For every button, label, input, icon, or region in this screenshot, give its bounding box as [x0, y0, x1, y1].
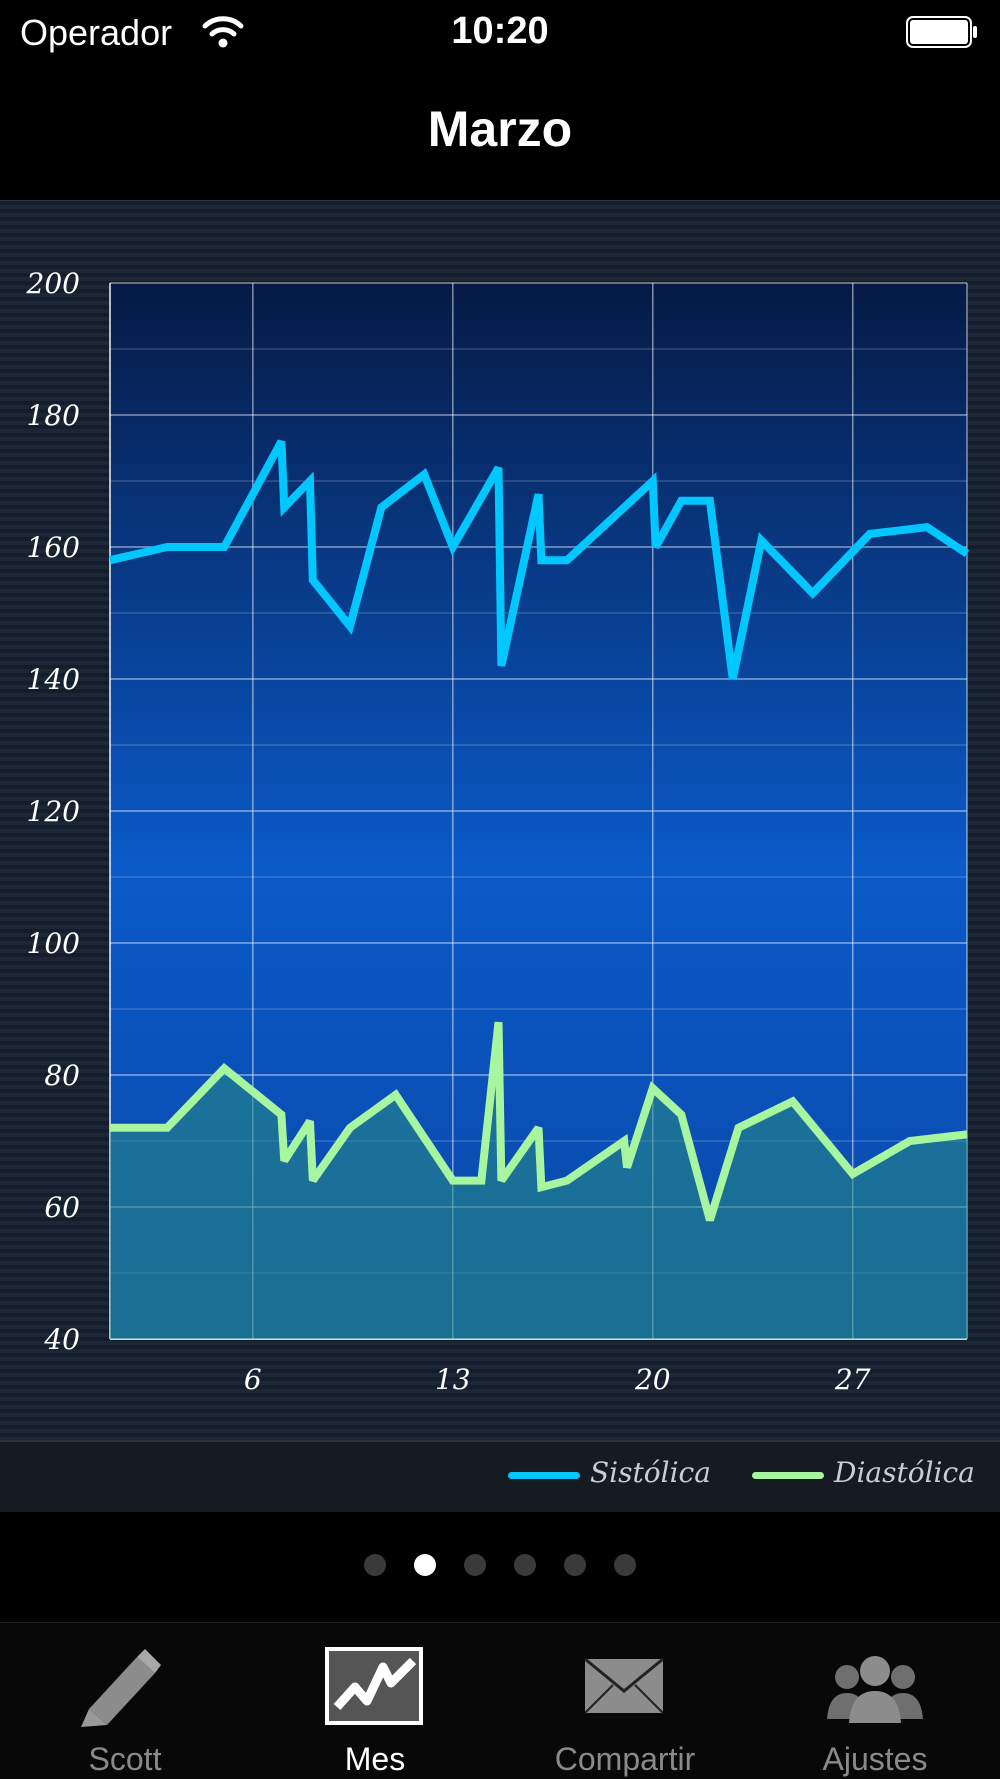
tab-label: Mes — [344, 1741, 406, 1777]
page-dot-active[interactable] — [414, 1554, 436, 1576]
y-tick-label: 60 — [44, 1191, 80, 1224]
tab-mes[interactable]: Mes — [250, 1623, 500, 1779]
legend: Sistólica Diastólica — [0, 1440, 1000, 1512]
tab-label: Scott — [88, 1741, 162, 1777]
clock: 10:20 — [451, 10, 549, 52]
diastolic-line — [110, 1021, 968, 1222]
people-icon — [827, 1656, 923, 1723]
y-tick-label: 120 — [27, 795, 80, 828]
tab-compartir[interactable]: Compartir — [500, 1623, 750, 1779]
chart-container: 40 60 80 100 120 140 160 180 200 6 13 20 27 — [0, 200, 1000, 1511]
x-tick-label: 6 — [244, 1363, 262, 1396]
systolic-line — [109, 439, 970, 680]
page-dot[interactable] — [614, 1554, 636, 1576]
y-tick-label: 100 — [27, 927, 80, 960]
y-tick-label: 200 — [26, 267, 80, 300]
x-tick-label: 13 — [435, 1363, 471, 1396]
status-bar: Operador 10:20 — [0, 0, 1000, 70]
battery-icon — [906, 16, 977, 48]
tab-scott[interactable]: Scott — [0, 1623, 250, 1779]
page-indicator[interactable] — [0, 1550, 1000, 1580]
y-tick-label: 140 — [27, 663, 80, 696]
tab-bar: Scott Mes Compartir Ajustes — [0, 1622, 1000, 1779]
pencil-icon — [81, 1649, 161, 1727]
chart-icon — [325, 1647, 423, 1725]
y-tick-label: 80 — [44, 1059, 80, 1092]
envelope-icon — [584, 1657, 664, 1714]
carrier-label: Operador — [20, 12, 173, 53]
tab-label: Compartir — [554, 1741, 696, 1777]
y-tick-label: 160 — [27, 531, 80, 564]
tab-label: Ajustes — [822, 1741, 928, 1777]
wifi-icon — [202, 16, 244, 48]
x-tick-label: 27 — [834, 1363, 871, 1396]
legend-swatch-diastolic — [752, 1472, 824, 1479]
y-tick-label: 40 — [43, 1323, 80, 1356]
page-dot[interactable] — [564, 1554, 586, 1576]
tab-ajustes[interactable]: Ajustes — [750, 1623, 1000, 1779]
page-dot[interactable] — [364, 1554, 386, 1576]
legend-swatch-systolic — [508, 1472, 580, 1479]
page-dot[interactable] — [514, 1554, 536, 1576]
blood-pressure-chart: 40 60 80 100 120 140 160 180 200 6 13 20 27 — [26, 267, 970, 1396]
legend-label-diastolic: Diastólica — [834, 1456, 975, 1489]
page-title: Marzo — [427, 101, 573, 157]
legend-label-systolic: Sistólica — [590, 1456, 711, 1489]
page-dot[interactable] — [464, 1554, 486, 1576]
x-tick-label: 20 — [634, 1363, 671, 1396]
y-tick-label: 180 — [27, 399, 80, 432]
